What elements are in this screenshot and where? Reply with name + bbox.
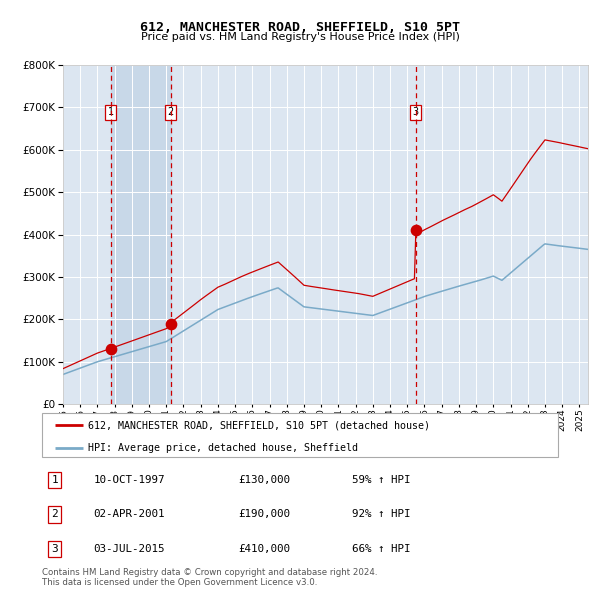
Text: £190,000: £190,000: [238, 510, 290, 519]
Text: 10-OCT-1997: 10-OCT-1997: [94, 476, 165, 485]
Text: 2: 2: [52, 510, 58, 519]
Text: Contains HM Land Registry data © Crown copyright and database right 2024.
This d: Contains HM Land Registry data © Crown c…: [42, 568, 377, 587]
Text: 1: 1: [52, 476, 58, 485]
Point: [106, 345, 116, 354]
Text: 612, MANCHESTER ROAD, SHEFFIELD, S10 5PT: 612, MANCHESTER ROAD, SHEFFIELD, S10 5PT: [140, 21, 460, 34]
Text: 92% ↑ HPI: 92% ↑ HPI: [352, 510, 410, 519]
Text: 59% ↑ HPI: 59% ↑ HPI: [352, 476, 410, 485]
Text: Price paid vs. HM Land Registry's House Price Index (HPI): Price paid vs. HM Land Registry's House …: [140, 32, 460, 42]
Text: HPI: Average price, detached house, Sheffield: HPI: Average price, detached house, Shef…: [88, 442, 358, 453]
Bar: [111, 65, 170, 404]
Text: 03-JUL-2015: 03-JUL-2015: [94, 544, 165, 553]
Text: 2: 2: [167, 107, 174, 117]
FancyBboxPatch shape: [42, 413, 558, 457]
Point: [411, 225, 421, 235]
Text: 02-APR-2001: 02-APR-2001: [94, 510, 165, 519]
Text: 612, MANCHESTER ROAD, SHEFFIELD, S10 5PT (detached house): 612, MANCHESTER ROAD, SHEFFIELD, S10 5PT…: [88, 421, 430, 430]
Text: 3: 3: [52, 544, 58, 553]
Text: 3: 3: [413, 107, 419, 117]
Text: £130,000: £130,000: [238, 476, 290, 485]
Text: 66% ↑ HPI: 66% ↑ HPI: [352, 544, 410, 553]
Point: [166, 319, 175, 328]
Text: 1: 1: [108, 107, 114, 117]
Text: £410,000: £410,000: [238, 544, 290, 553]
